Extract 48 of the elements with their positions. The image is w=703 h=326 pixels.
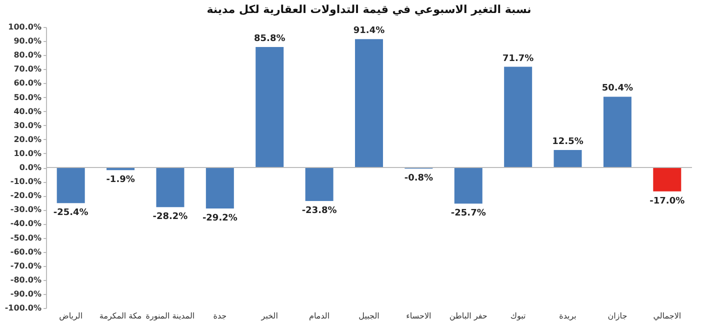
chart-title: نسبة التغير الاسبوعي في قيمة التداولات العقارية لكل مدينة <box>206 3 532 16</box>
y-tick-label: -80.0% <box>10 275 42 284</box>
data-label: -0.8% <box>404 174 434 184</box>
y-tick-label: 60.0% <box>14 78 42 88</box>
y-tick-label: 30.0% <box>14 120 42 130</box>
x-tick-label: بريدة <box>559 312 576 320</box>
y-tick-label: 70.0% <box>14 64 42 74</box>
y-tick-label: 100.0% <box>8 22 42 32</box>
data-label: -17.0% <box>650 196 685 206</box>
data-label: 71.7% <box>502 54 534 64</box>
data-label: 91.4% <box>353 26 385 36</box>
x-tick-label: الجبيل <box>358 312 380 320</box>
x-tick-label: مكة المكرمة <box>99 312 142 320</box>
data-label: -25.4% <box>53 208 88 218</box>
data-label: -29.2% <box>202 214 238 224</box>
y-tick-label: -60.0% <box>10 247 42 256</box>
data-label: -23.8% <box>302 206 337 216</box>
y-tick-label: -90.0% <box>10 289 42 298</box>
y-tick-label: 10.0% <box>14 148 42 158</box>
y-tick-label: 40.0% <box>14 106 42 116</box>
x-tick-label: حفر الباطن <box>449 312 488 320</box>
y-tick-label: -40.0% <box>10 219 42 228</box>
x-tick-label: المدينة المنورة <box>146 312 195 320</box>
y-tick-label: -100.0% <box>4 304 42 312</box>
y-tick-label: -70.0% <box>10 261 42 270</box>
y-tick-label: 50.0% <box>14 92 42 102</box>
y-tick-label: -30.0% <box>10 205 42 214</box>
y-tick-label: -50.0% <box>10 233 42 242</box>
x-tick-label: الدمام <box>309 312 330 320</box>
y-tick-label: 20.0% <box>14 134 42 144</box>
x-tick-label: تبوك <box>510 312 526 320</box>
data-label: 50.4% <box>602 84 634 94</box>
x-tick-label: الاحساء <box>406 312 432 320</box>
data-label: -25.7% <box>450 208 486 219</box>
x-tick-label: جدة <box>213 312 227 320</box>
x-tick-label: الخبر <box>260 312 278 320</box>
x-tick-label: جازان <box>608 312 628 320</box>
y-tick-label: 80.0% <box>14 50 42 60</box>
x-tick-label: الرياض <box>59 312 83 320</box>
data-label: 12.5% <box>552 136 584 147</box>
y-tick-label: -20.0% <box>10 191 42 200</box>
y-tick-label: 90.0% <box>14 36 42 46</box>
data-label: 85.8% <box>254 34 286 44</box>
y-tick-label: -10.0% <box>10 177 42 186</box>
y-tick-label: 0.0% <box>19 163 42 172</box>
data-label: -1.9% <box>106 175 135 186</box>
data-label: -28.2% <box>152 212 188 222</box>
x-tick-label: الاجمالي <box>653 312 682 320</box>
